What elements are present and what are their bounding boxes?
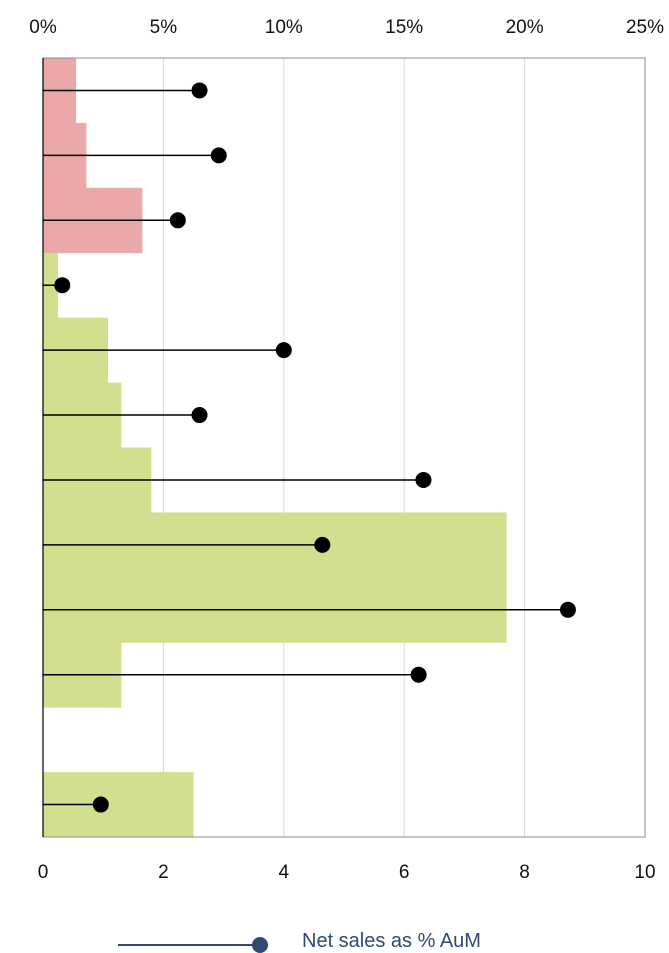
- gridlines: [162, 58, 526, 837]
- data-point: [169, 212, 186, 229]
- data-point: [210, 147, 227, 164]
- top-axis: 0% 5% 10% 15% 20% 25%: [29, 17, 664, 38]
- bottom-axis: 0 2 4 6 8 10: [38, 862, 656, 883]
- legend-label: Net sales as % AuM: [302, 930, 481, 952]
- top-tick-label: 5%: [150, 17, 178, 38]
- top-tick-label: 25%: [626, 17, 664, 38]
- data-point: [314, 536, 331, 553]
- bottom-tick-label: 4: [279, 862, 290, 883]
- top-tick-label: 0%: [29, 17, 57, 38]
- plot-frame: [42, 57, 646, 838]
- data-point: [92, 796, 109, 813]
- lollipop-series: [43, 82, 576, 813]
- top-tick-label: 10%: [265, 17, 303, 38]
- legend-marker: [252, 937, 268, 953]
- bottom-tick-label: 10: [634, 862, 655, 883]
- bottom-tick-label: 8: [519, 862, 530, 883]
- top-tick-label: 20%: [506, 17, 544, 38]
- bottom-tick-label: 6: [399, 862, 410, 883]
- bar-series: [43, 58, 507, 838]
- data-point: [275, 342, 292, 359]
- bottom-tick-label: 2: [158, 862, 169, 883]
- data-point: [191, 82, 208, 99]
- bottom-tick-label: 0: [38, 862, 49, 883]
- top-tick-label: 15%: [385, 17, 423, 38]
- legend: Net sales as % AuM: [118, 930, 481, 953]
- data-point: [410, 666, 427, 683]
- data-point: [415, 471, 432, 488]
- data-point: [54, 277, 71, 294]
- data-point: [559, 601, 576, 618]
- data-point: [191, 407, 208, 424]
